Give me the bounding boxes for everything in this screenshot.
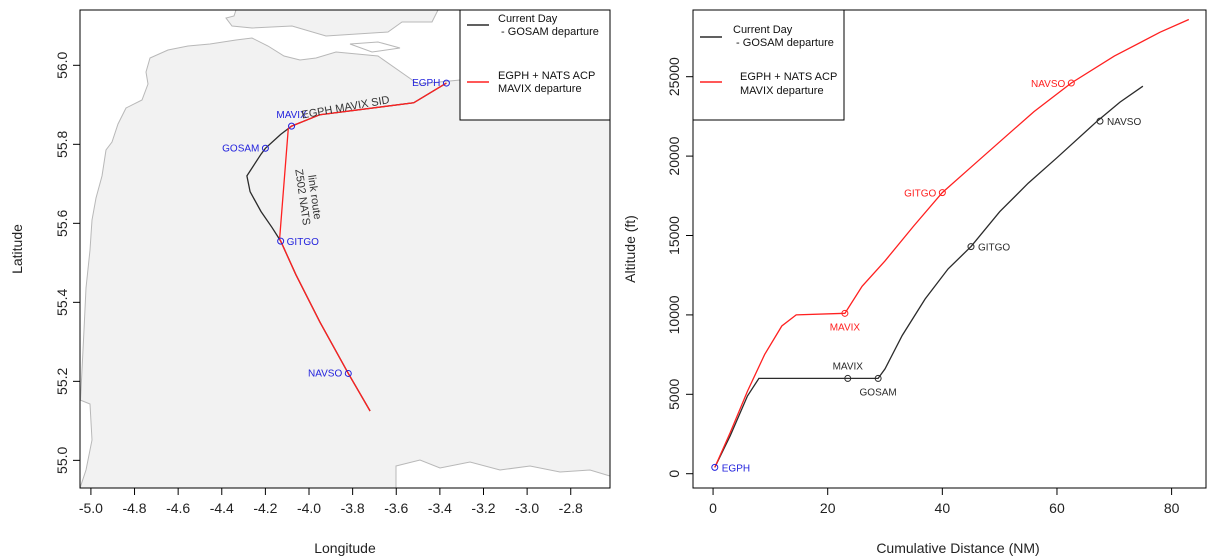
map-waypoint-navso-marker [344,369,352,377]
profile-x-tick-label: 0 [709,500,717,516]
map-y-tick-label: 56.0 [54,51,70,78]
map-x-tick-label: -3.6 [384,500,408,516]
profile-waypoint-navso-current-marker [1096,117,1104,125]
map-waypoints: EGPH MAVIX GOSAM GITGO NAVSO [222,78,450,379]
profile-x-axis-ticks: 0 20 40 60 80 [709,488,1180,516]
profile-y-tick-label: 5000 [666,379,682,410]
profile-line-current [714,85,1144,468]
map-x-tick-label: -3.8 [341,500,365,516]
map-legend-current-line1: Current Day [498,13,558,25]
map-waypoint-navso-label: NAVSO [308,368,342,379]
map-x-tick-label: -3.4 [428,500,452,516]
map-x-axis-label: Longitude [314,540,376,556]
map-x-tick-label: -4.8 [122,500,146,516]
map-legend-proposed-line1: EGPH + NATS ACP [498,70,595,82]
profile-waypoint-gosam-current-marker [874,374,882,382]
map-y-tick-label: 55.8 [54,130,70,157]
profile-y-tick-label: 10000 [666,295,682,334]
map-x-tick-label: -4.2 [253,500,277,516]
profile-legend-box [692,9,845,121]
map-waypoint-mavix-marker [288,122,296,130]
map-legend-proposed-line2: MAVIX departure [498,83,582,95]
profile-plot-frame [692,9,1207,489]
profile-x-axis-label: Cumulative Distance (NM) [876,540,1039,556]
map-waypoint-egph-label: EGPH [412,78,440,89]
map-x-tick-label: -2.8 [559,500,583,516]
map-route-proposed [278,82,447,412]
map-y-axis-ticks: 55.0 55.2 55.4 55.6 55.8 56.0 [54,51,80,474]
map-y-axis-label: Latitude [9,224,25,274]
map-y-tick-label: 55.4 [54,288,70,315]
profile-waypoint-mavix-proposed-marker [841,309,849,317]
profile-waypoint-gosam-current-label: GOSAM [860,387,897,398]
profile-lines [714,18,1190,468]
profile-x-tick-label: 20 [820,500,836,516]
map-x-tick-label: -4.6 [166,500,190,516]
map-waypoint-gitgo-label: GITGO [287,237,319,248]
map-waypoint-mavix-label: MAVIX [276,110,307,121]
map-waypoint-gosam-marker [261,144,269,152]
profile-x-tick-label: 80 [1164,500,1180,516]
map-x-tick-label: -3.2 [471,500,495,516]
profile-legend-current-line2: - GOSAM departure [733,37,834,49]
map-waypoint-egph-marker [442,79,450,87]
map-plot-frame [79,9,611,489]
map-x-tick-label: -3.0 [515,500,539,516]
map-x-tick-label: -4.0 [297,500,321,516]
profile-y-tick-label: 20000 [666,136,682,175]
profile-waypoint-navso-proposed-marker [1067,79,1075,87]
profile-y-tick-label: 25000 [666,57,682,96]
profile-waypoint-mavix-current-marker [844,374,852,382]
profile-waypoint-egph-current-marker [711,463,719,471]
profile-waypoint-egph-current-label: EGPH [722,463,750,474]
map-waypoint-gosam-label: GOSAM [222,143,259,154]
map-legend-box [459,9,611,121]
map-y-tick-label: 55.0 [54,447,70,474]
profile-y-axis-label: Altitude (ft) [622,215,638,283]
map-x-tick-label: -4.4 [210,500,234,516]
map-legend-current-line2: - GOSAM departure [498,26,599,38]
map-legend: Current Day - GOSAM departure EGPH + NAT… [459,9,611,121]
profile-line-proposed [714,18,1190,468]
profile-waypoint-navso-proposed-label: NAVSO [1031,79,1065,90]
profile-waypoints: EGPH MAVIX GOSAM GITGO NAVSO MAVIX GITGO NAVSO [711,79,1141,474]
sea-firth-of-forth-clyde [80,10,461,411]
profile-y-tick-label: 15000 [666,216,682,255]
profile-y-axis-ticks: 0 5000 10000 15000 20000 25000 [666,57,693,478]
profile-waypoint-mavix-proposed-label: MAVIX [830,322,861,333]
map-y-tick-label: 55.2 [54,368,70,395]
profile-legend: Current Day - GOSAM departure EGPH + NAT… [692,9,845,121]
map-route-lines [246,82,447,412]
sea-southwest [80,399,93,488]
map-waypoint-gitgo-marker [277,237,285,245]
profile-waypoint-gitgo-current-marker [967,243,975,251]
map-y-tick-label: 55.6 [54,209,70,236]
profile-waypoint-gitgo-proposed-marker [938,189,946,197]
profile-waypoint-mavix-current-label: MAVIX [833,361,864,372]
profile-waypoint-gitgo-current-label: GITGO [978,243,1010,254]
altitude-profile-panel: EGPHMAVIXGOSAMGITGONAVSOMAVIXGITGONAVSO … [622,9,1207,556]
profile-waypoint-gitgo-proposed-label: GITGO [904,189,936,200]
map-x-tick-label: -5.0 [79,500,103,516]
profile-y-tick-label: 0 [666,470,682,478]
sea-solway-firth [395,459,610,488]
profile-waypoint-navso-current-label: NAVSO [1107,117,1141,128]
profile-x-tick-label: 60 [1049,500,1065,516]
profile-x-tick-label: 40 [935,500,951,516]
profile-legend-current-line1: Current Day [733,24,793,36]
profile-legend-proposed-line2: MAVIX departure [740,85,824,97]
estuary [349,41,401,53]
profile-legend-proposed-line1: EGPH + NATS ACP [740,71,837,83]
map-x-axis-ticks: -5.0 -4.8 -4.6 -4.4 -4.2 -4.0 -3.8 -3.6 -3.4 -3.2… [79,488,583,516]
